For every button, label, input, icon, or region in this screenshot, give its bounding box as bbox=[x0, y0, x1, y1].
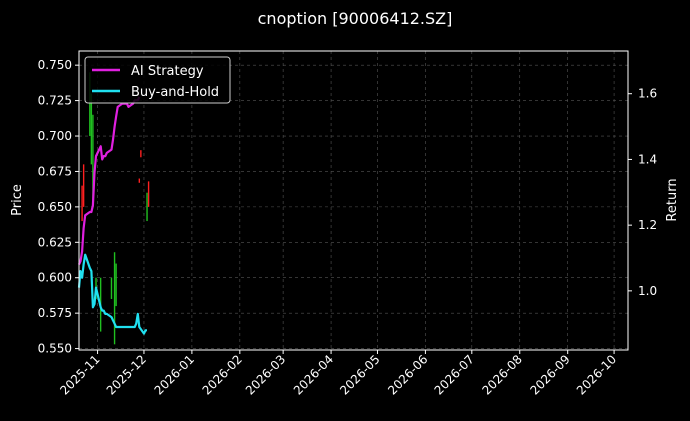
y-axis-left: 0.550 0.575 0.600 0.625 0.650 0.675 0.700 0.725… bbox=[38, 58, 79, 356]
series-line-buy-and-hold bbox=[77, 253, 147, 335]
series-line-ai-strategy bbox=[77, 96, 141, 266]
candles bbox=[81, 72, 150, 345]
y-left-tick-label: 0.750 bbox=[38, 58, 72, 72]
y-left-tick-label: 0.625 bbox=[38, 235, 72, 249]
y-left-tick-label: 0.675 bbox=[38, 164, 72, 178]
series-lines bbox=[77, 96, 147, 335]
y-left-tick-label: 0.700 bbox=[38, 129, 72, 143]
y-axis-label-left: Price bbox=[10, 184, 25, 216]
y-right-tick-label: 1.2 bbox=[638, 218, 657, 232]
legend-box bbox=[84, 56, 231, 104]
y-left-tick-label: 0.550 bbox=[38, 342, 72, 356]
y-right-tick-label: 1.6 bbox=[638, 87, 657, 101]
y-right-tick-label: 1.0 bbox=[638, 284, 657, 298]
y-left-tick-label: 0.600 bbox=[38, 271, 72, 285]
legend-label-bh: Buy-and-Hold bbox=[131, 85, 219, 100]
y-axis-right: 1.0 1.2 1.4 1.6 bbox=[628, 87, 657, 298]
y-right-tick-label: 1.4 bbox=[638, 152, 657, 166]
legend: AI Strategy Buy-and-Hold bbox=[84, 56, 231, 104]
y-left-tick-label: 0.725 bbox=[38, 94, 72, 108]
y-left-tick-label: 0.650 bbox=[38, 200, 72, 214]
y-axis-label-right: Return bbox=[665, 178, 680, 221]
plot-frame bbox=[78, 50, 629, 351]
chart-title: cnoption [90006412.SZ] bbox=[258, 9, 453, 28]
legend-label-ai: AI Strategy bbox=[131, 64, 204, 79]
y-left-tick-label: 0.575 bbox=[38, 306, 72, 320]
